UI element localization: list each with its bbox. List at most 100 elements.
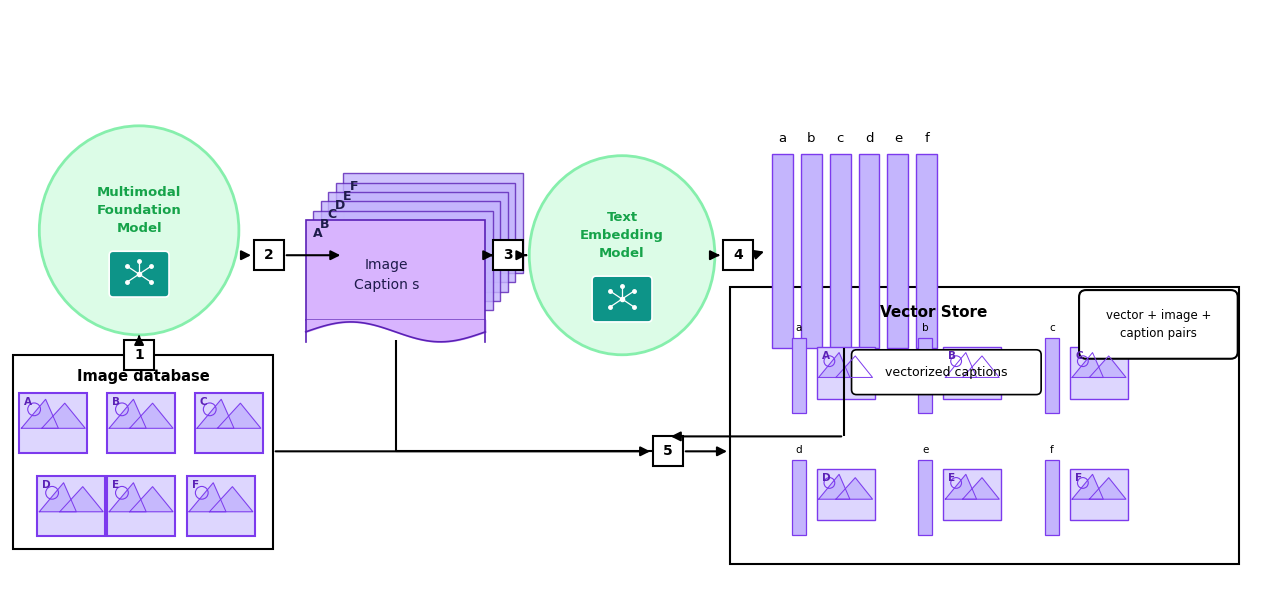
- Polygon shape: [197, 400, 234, 428]
- Polygon shape: [210, 487, 252, 512]
- FancyBboxPatch shape: [829, 154, 850, 348]
- FancyBboxPatch shape: [943, 468, 1001, 520]
- Text: f: f: [1050, 445, 1054, 455]
- Polygon shape: [819, 353, 850, 378]
- Text: f: f: [925, 132, 929, 145]
- Polygon shape: [945, 353, 976, 378]
- Polygon shape: [218, 403, 261, 428]
- FancyBboxPatch shape: [916, 154, 938, 348]
- Text: A: A: [822, 351, 829, 361]
- Text: Text
Embedding
Model: Text Embedding Model: [580, 211, 665, 260]
- Polygon shape: [59, 487, 103, 512]
- Text: 2: 2: [264, 248, 273, 262]
- Text: A: A: [313, 228, 322, 240]
- Text: 1: 1: [134, 348, 144, 362]
- FancyBboxPatch shape: [817, 468, 875, 520]
- Polygon shape: [109, 400, 147, 428]
- Text: Vector Store: Vector Store: [880, 305, 987, 320]
- Text: F: F: [350, 180, 358, 193]
- FancyBboxPatch shape: [918, 339, 933, 413]
- FancyBboxPatch shape: [943, 346, 1001, 398]
- FancyBboxPatch shape: [887, 154, 908, 348]
- Text: E: E: [112, 480, 120, 490]
- FancyBboxPatch shape: [328, 192, 507, 292]
- FancyBboxPatch shape: [124, 340, 155, 370]
- Text: Image database: Image database: [77, 368, 210, 384]
- Polygon shape: [836, 478, 872, 499]
- Polygon shape: [41, 403, 85, 428]
- Text: C: C: [1075, 351, 1083, 361]
- Polygon shape: [962, 356, 999, 378]
- Text: D: D: [335, 199, 345, 212]
- Text: d: d: [796, 445, 802, 455]
- Text: b: b: [806, 132, 815, 145]
- FancyBboxPatch shape: [859, 154, 880, 348]
- FancyBboxPatch shape: [792, 460, 806, 535]
- Text: e: e: [894, 132, 902, 145]
- Text: a: a: [796, 323, 802, 333]
- FancyBboxPatch shape: [493, 240, 523, 270]
- Text: b: b: [922, 323, 929, 333]
- Text: 4: 4: [733, 248, 743, 262]
- Text: c: c: [836, 132, 844, 145]
- FancyBboxPatch shape: [592, 276, 652, 322]
- Polygon shape: [836, 356, 872, 378]
- FancyBboxPatch shape: [109, 251, 169, 297]
- Text: A: A: [24, 397, 32, 407]
- Text: vectorized captions: vectorized captions: [885, 365, 1007, 379]
- Polygon shape: [22, 400, 58, 428]
- FancyBboxPatch shape: [792, 339, 806, 413]
- Text: F: F: [192, 480, 200, 490]
- FancyBboxPatch shape: [107, 476, 175, 536]
- Polygon shape: [945, 475, 976, 499]
- FancyBboxPatch shape: [321, 201, 500, 301]
- Polygon shape: [819, 475, 850, 499]
- Text: F: F: [1075, 473, 1082, 483]
- Polygon shape: [1090, 478, 1126, 499]
- FancyBboxPatch shape: [723, 240, 752, 270]
- Text: B: B: [948, 351, 957, 361]
- Polygon shape: [130, 487, 173, 512]
- FancyBboxPatch shape: [194, 393, 263, 453]
- FancyBboxPatch shape: [772, 154, 792, 348]
- FancyBboxPatch shape: [187, 476, 255, 536]
- Polygon shape: [130, 403, 173, 428]
- Polygon shape: [1072, 353, 1104, 378]
- Text: C: C: [327, 209, 336, 221]
- FancyBboxPatch shape: [801, 154, 822, 348]
- Text: B: B: [112, 397, 120, 407]
- FancyBboxPatch shape: [343, 173, 523, 273]
- FancyBboxPatch shape: [817, 346, 875, 398]
- FancyBboxPatch shape: [19, 393, 88, 453]
- FancyBboxPatch shape: [37, 476, 106, 536]
- Text: C: C: [200, 397, 207, 407]
- FancyBboxPatch shape: [336, 182, 515, 282]
- FancyBboxPatch shape: [730, 287, 1239, 564]
- Text: 5: 5: [663, 444, 672, 458]
- FancyBboxPatch shape: [918, 460, 933, 535]
- Text: E: E: [343, 190, 352, 203]
- Text: B: B: [321, 218, 330, 231]
- Text: Image
Caption s: Image Caption s: [354, 259, 419, 292]
- FancyBboxPatch shape: [1045, 339, 1059, 413]
- FancyBboxPatch shape: [107, 393, 175, 453]
- Polygon shape: [1072, 475, 1104, 499]
- FancyBboxPatch shape: [851, 350, 1041, 395]
- Text: e: e: [922, 445, 929, 455]
- FancyBboxPatch shape: [313, 211, 493, 310]
- Polygon shape: [40, 483, 76, 512]
- Text: E: E: [948, 473, 956, 483]
- FancyBboxPatch shape: [653, 436, 683, 466]
- Polygon shape: [109, 483, 147, 512]
- FancyBboxPatch shape: [1079, 290, 1238, 359]
- Text: c: c: [1050, 323, 1055, 333]
- FancyBboxPatch shape: [13, 355, 273, 549]
- FancyBboxPatch shape: [1045, 460, 1059, 535]
- Text: 3: 3: [504, 248, 513, 262]
- Text: a: a: [778, 132, 786, 145]
- Text: D: D: [43, 480, 52, 490]
- FancyBboxPatch shape: [1070, 346, 1128, 398]
- Ellipse shape: [40, 126, 238, 335]
- Ellipse shape: [529, 156, 715, 355]
- Polygon shape: [962, 478, 999, 499]
